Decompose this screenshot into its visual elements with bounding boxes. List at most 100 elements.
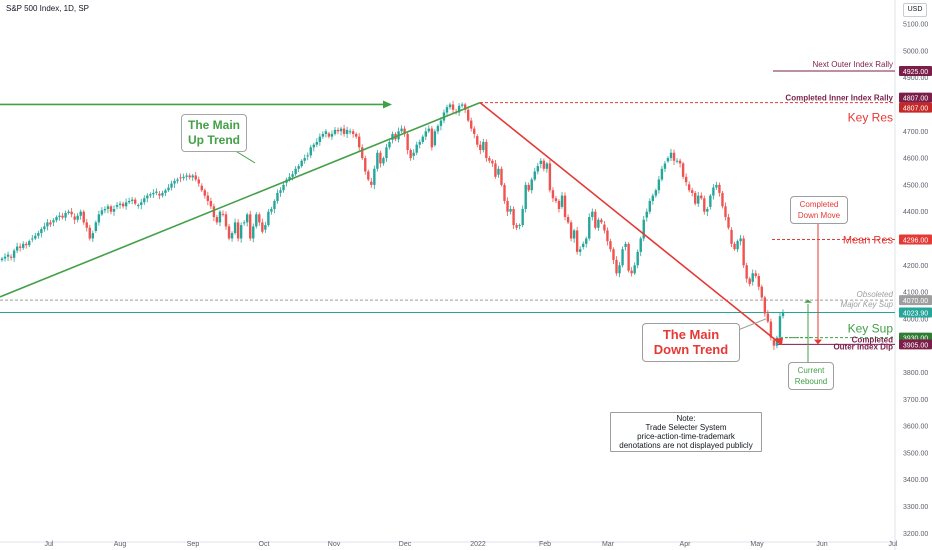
candle-body — [572, 230, 576, 239]
candle-body — [179, 177, 182, 179]
level-label: Key Sup — [848, 322, 894, 336]
candle — [606, 227, 609, 246]
candle-body — [255, 214, 258, 227]
candle-body — [264, 225, 267, 230]
candle — [309, 144, 312, 159]
currency-button[interactable]: USD — [903, 3, 927, 17]
levels: Next Outer Index Rally Completed Inner In… — [0, 60, 895, 351]
candle-body — [460, 104, 464, 106]
candle-body — [252, 226, 255, 239]
candle-body — [645, 211, 648, 218]
candle-body — [482, 141, 485, 151]
candle-body — [306, 155, 309, 157]
candle — [3, 253, 7, 262]
y-tick-label: 3300.00 — [903, 504, 928, 511]
price-tag-text: 4070.00 — [903, 298, 928, 305]
candle-body — [451, 104, 455, 110]
candle — [130, 196, 134, 205]
candle — [633, 262, 636, 275]
candle — [506, 197, 509, 216]
candle-body — [297, 166, 300, 169]
candle-body — [149, 194, 152, 196]
candle — [140, 198, 143, 210]
main-up-trend-callout: The Main Up Trend — [181, 114, 247, 152]
candle — [85, 218, 88, 232]
candle-body — [15, 246, 19, 251]
price-tag-text: 4925.00 — [903, 69, 928, 76]
callout-pointer — [233, 149, 256, 164]
candle-body — [672, 152, 676, 161]
candle-body — [336, 129, 340, 132]
y-tick-label: 4400.00 — [903, 209, 928, 216]
x-tick-label: Aug — [114, 541, 127, 548]
candle — [703, 195, 706, 215]
candle — [521, 205, 524, 228]
candle — [406, 131, 409, 155]
candle — [46, 219, 49, 231]
candle-body — [624, 243, 627, 248]
candle-body — [578, 249, 582, 252]
candle — [367, 169, 370, 182]
completed-down-move-callout: Completed Down Move — [790, 196, 848, 224]
candle — [312, 142, 315, 152]
candle-body — [188, 175, 191, 178]
candle-body — [712, 187, 715, 196]
candle-body — [31, 238, 34, 240]
candle — [418, 139, 421, 149]
candle-body — [687, 184, 691, 191]
candle-body — [227, 226, 231, 239]
candle — [197, 176, 200, 187]
main-up-trend-text: The Main Up Trend — [187, 118, 240, 147]
candle — [31, 234, 34, 243]
candle-body — [721, 192, 724, 207]
candle-body — [403, 128, 406, 134]
candle — [52, 218, 55, 227]
candle-body — [633, 265, 636, 274]
level-label: Obsoleted — [857, 290, 894, 299]
candle — [373, 165, 376, 190]
candle — [261, 218, 264, 234]
price-tag: 4925.00 — [899, 65, 932, 76]
candle — [155, 188, 158, 196]
candle-body — [94, 222, 98, 231]
main-down-trend-line — [479, 101, 782, 345]
price-tag: 4023.90 — [899, 307, 932, 318]
candle-body — [536, 166, 540, 172]
candle — [164, 188, 167, 197]
candle-body — [575, 230, 579, 252]
candle — [127, 197, 131, 205]
candle — [578, 246, 582, 256]
candle-body — [21, 243, 25, 248]
candle-body — [551, 190, 555, 199]
candle-body — [167, 187, 170, 191]
y-tick-label: 4200.00 — [903, 263, 928, 270]
candle-body — [603, 224, 606, 231]
candle-body — [718, 184, 721, 193]
candle — [645, 208, 648, 222]
candle — [227, 224, 231, 241]
candle — [55, 215, 58, 223]
candle-body — [678, 160, 682, 164]
candle-body — [200, 185, 203, 191]
candle — [460, 102, 464, 108]
candle — [118, 201, 122, 209]
candle — [58, 212, 61, 221]
candle — [249, 210, 252, 241]
candle — [488, 155, 491, 163]
candle-body — [463, 104, 467, 110]
candle — [669, 148, 673, 162]
candle — [146, 193, 149, 203]
candle — [575, 226, 579, 255]
price-tag-text: 3905.00 — [903, 342, 928, 349]
candle-body — [52, 220, 55, 223]
candle — [209, 197, 213, 209]
candle — [376, 150, 379, 172]
candle-body — [370, 181, 373, 185]
candle — [448, 102, 452, 110]
candle — [412, 149, 415, 160]
candle-body — [249, 214, 252, 239]
candle — [427, 125, 431, 134]
candle — [191, 173, 194, 181]
candle-body — [130, 199, 134, 201]
